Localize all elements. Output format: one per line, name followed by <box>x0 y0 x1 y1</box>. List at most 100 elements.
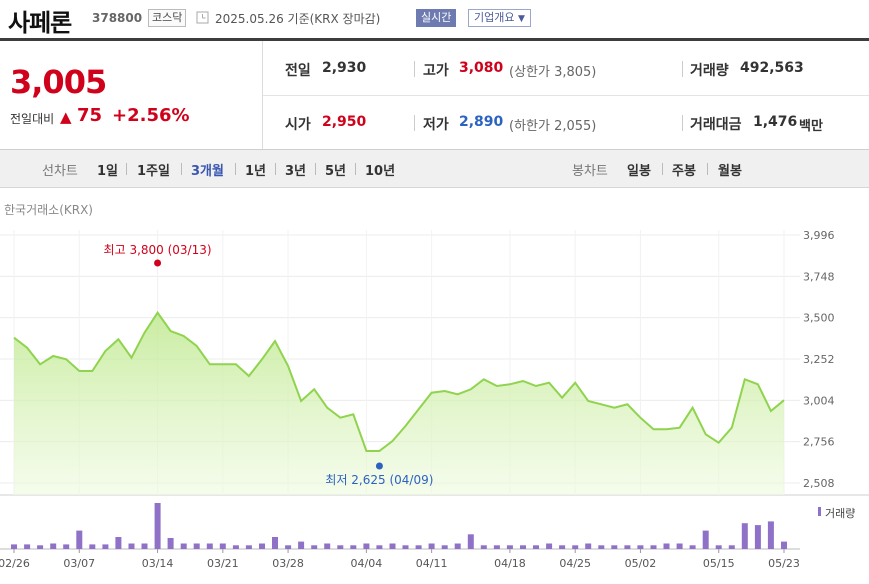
header-divider <box>0 38 869 41</box>
volume-bar <box>389 543 396 549</box>
volume-bar <box>154 503 161 549</box>
volume-bar <box>572 545 579 549</box>
y-tick-label: 3,748 <box>803 270 835 283</box>
x-tick-label: 05/15 <box>703 557 735 570</box>
volume-bar <box>11 544 17 549</box>
trade-value-label: 거래대금 <box>690 117 742 133</box>
volume-bar <box>559 545 566 549</box>
x-tick-label: 04/18 <box>494 557 526 570</box>
x-tick-label: 03/21 <box>207 557 239 570</box>
y-tick-label: 2,756 <box>803 436 835 449</box>
period-toolbar: 선차트 1일 1주일 3개월 1년 3년 5년 10년 봉차트 일봉 주봉 월봉 <box>0 150 869 188</box>
row-divider <box>263 95 869 96</box>
realtime-button[interactable]: 실시간 <box>416 9 457 27</box>
y-tick-label: 3,004 <box>803 394 835 407</box>
volume-bar <box>102 544 109 549</box>
high-annotation: 최고 3,800 (03/13) <box>104 243 212 257</box>
volume-bar <box>89 544 96 549</box>
volume-bar <box>428 543 435 549</box>
volume-bar <box>350 545 357 549</box>
volume-bar <box>115 537 122 549</box>
volume-bar <box>50 543 57 549</box>
trade-value-unit: 백만 <box>799 119 823 134</box>
prev-close-label: 전일 <box>285 63 311 79</box>
volume-bar <box>454 543 461 549</box>
volume-bar <box>689 545 696 549</box>
candle-weekly[interactable]: 주봉 <box>672 164 696 179</box>
clock-icon <box>196 11 209 24</box>
period-divider <box>355 163 356 175</box>
period-1d[interactable]: 1일 <box>97 164 119 179</box>
volume-bar <box>232 545 239 549</box>
y-tick-label: 3,996 <box>803 229 835 242</box>
volume-bar <box>337 545 344 549</box>
candle-monthly[interactable]: 월봉 <box>718 164 742 179</box>
change-value: 75 <box>77 105 103 126</box>
volume-bar <box>63 544 70 549</box>
volume-bar <box>676 543 683 549</box>
candle-chart-title: 봉차트 <box>572 164 608 179</box>
volume-bar <box>141 543 148 549</box>
company-overview-label: 기업개요 <box>474 11 515 24</box>
x-tick-label: 04/25 <box>559 557 591 570</box>
company-overview-button[interactable]: 기업개요 ▼ <box>468 9 531 27</box>
volume-bar <box>402 545 409 549</box>
volume-bar <box>272 537 278 549</box>
period-5y[interactable]: 5년 <box>325 164 347 179</box>
volume-bar <box>324 543 331 549</box>
volume-bar <box>781 541 787 549</box>
period-3y[interactable]: 3년 <box>285 164 307 179</box>
volume-bar <box>506 545 513 549</box>
volume-bar <box>754 525 761 549</box>
volume-bar <box>467 534 474 549</box>
volume-bar <box>702 530 709 549</box>
period-1w[interactable]: 1주일 <box>137 164 170 179</box>
volume-bar <box>285 545 292 549</box>
volume-bar <box>219 543 226 549</box>
stock-name: 사페론 <box>8 9 72 37</box>
volume-bar <box>663 543 670 549</box>
market-badge: 코스닥 <box>148 9 187 27</box>
volume-bar <box>480 545 487 549</box>
period-10y[interactable]: 10년 <box>365 164 396 179</box>
price-line <box>13 310 785 452</box>
prev-close-value: 2,930 <box>322 60 367 76</box>
stock-code: 378800 <box>92 11 143 25</box>
volume-bar <box>37 545 44 549</box>
volume-bar <box>715 545 722 549</box>
candle-daily[interactable]: 일봉 <box>627 164 651 179</box>
volume-bar <box>585 543 592 549</box>
x-tick-label: 03/28 <box>272 557 304 570</box>
volume-bar <box>441 545 448 549</box>
x-tick-label: 05/23 <box>768 557 800 570</box>
cell-divider <box>682 61 683 77</box>
period-divider <box>275 163 276 175</box>
lower-limit: (하한가 2,055) <box>509 119 597 134</box>
volume-bar <box>598 545 605 549</box>
current-price: 3,005 <box>10 63 107 101</box>
high-value: 3,080 <box>459 60 504 76</box>
period-3m[interactable]: 3개월 <box>191 164 224 179</box>
period-1y[interactable]: 1년 <box>245 164 267 179</box>
quote-panel: 3,005 전일대비 ▲ 75 +2.56% 전일 2,930 고가 3,080… <box>0 41 869 150</box>
chevron-down-icon: ▼ <box>517 14 525 24</box>
change-label: 전일대비 <box>10 112 55 126</box>
period-divider <box>707 163 708 175</box>
y-tick-label: 3,252 <box>803 353 835 366</box>
date-value: 2025.05.26 <box>215 12 284 26</box>
volume-bar <box>245 545 252 549</box>
volume-legend-label: 거래량 <box>825 507 856 520</box>
period-divider <box>126 163 127 175</box>
y-tick-label: 2,508 <box>803 477 835 490</box>
up-triangle-icon: ▲ <box>60 108 72 126</box>
trade-value: 1,476 <box>753 114 798 130</box>
low-marker <box>375 462 383 470</box>
volume-bar <box>741 523 748 549</box>
volume-bar <box>24 544 31 549</box>
cell-divider <box>414 61 415 77</box>
volume-bar <box>767 521 774 549</box>
stock-header: 사페론 378800 코스닥 2025.05.26 기준(KRX 장마감) 실시… <box>0 0 869 40</box>
volume-bar <box>259 543 265 549</box>
x-tick-label: 04/11 <box>416 557 448 570</box>
